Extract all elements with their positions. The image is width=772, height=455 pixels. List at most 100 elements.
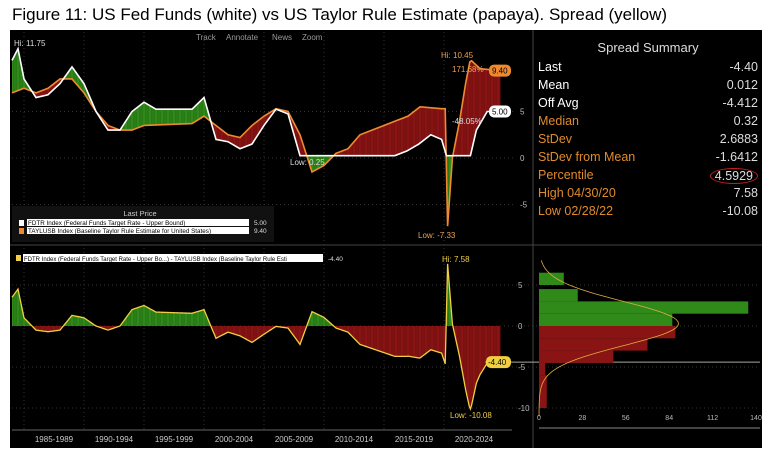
spread-fill: [430, 107, 432, 136]
spread-area: [438, 326, 440, 353]
annotation-low: Low: -10.08: [450, 411, 492, 420]
spread-fill: [489, 69, 491, 112]
summary-label: StDev from Mean: [538, 150, 636, 164]
spread-area: [163, 312, 165, 326]
spread-fill: [140, 104, 142, 127]
spread-fill: [315, 155, 317, 170]
spread-fill: [199, 101, 201, 120]
spread-fill: [364, 132, 366, 156]
spread-area: [204, 309, 206, 326]
spread-area: [200, 310, 202, 326]
spread-area: [362, 326, 364, 346]
spread-area: [385, 326, 387, 354]
spread-fill: [388, 123, 390, 156]
legend-entry: TAYLUSB Index (Baseline Taylor Rule Esti…: [28, 228, 211, 235]
summary-value: -4.40: [729, 60, 759, 74]
spread-area: [223, 326, 225, 335]
spread-fill: [36, 92, 38, 98]
spread-fill: [469, 61, 471, 156]
spread-fill: [194, 105, 196, 123]
spread-fill: [40, 90, 42, 97]
spread-area: [58, 326, 60, 331]
spread-fill: [165, 109, 167, 125]
spread-area: [498, 326, 500, 363]
summary-row: StDev from Mean -1.6412: [538, 150, 758, 164]
spread-area: [294, 326, 296, 338]
x-tick-label: 1985-1989: [35, 435, 74, 444]
spread-area: [436, 326, 438, 352]
spread-fill: [368, 131, 370, 156]
spread-area: [404, 326, 406, 357]
spread-fill: [74, 70, 76, 84]
spread-fill: [398, 119, 400, 155]
spread-fill: [42, 90, 44, 97]
spread-area: [363, 326, 365, 347]
spread-area: [162, 312, 164, 326]
spread-area: [127, 314, 129, 326]
spread-fill: [421, 106, 423, 143]
spread-area: [249, 326, 251, 342]
spread-area: [464, 326, 466, 390]
spread-fill: [168, 109, 170, 125]
series-line: [11, 46, 500, 157]
spread-area: [468, 326, 470, 406]
spread-fill: [372, 129, 374, 156]
spread-fill: [243, 132, 245, 148]
summary-label: Off Avg: [538, 96, 579, 110]
spread-area: [392, 326, 394, 356]
spread-area: [198, 311, 200, 326]
spread-fill: [187, 109, 189, 124]
summary-row: Median 0.32: [538, 114, 758, 128]
spread-fill: [129, 113, 131, 131]
spread-area: [492, 326, 494, 363]
histogram-bar: [539, 350, 614, 363]
spread-fill: [494, 70, 496, 112]
spread-area: [133, 308, 135, 326]
spread-fill: [189, 109, 191, 124]
summary-row: StDev 2.6883: [538, 132, 758, 146]
spread-fill: [495, 70, 497, 112]
spread-area: [493, 326, 495, 363]
spread-area: [153, 310, 155, 326]
change-label: -48.05%: [452, 117, 482, 126]
last-value-badge: [489, 105, 511, 118]
spread-area: [194, 312, 196, 326]
spread-fill: [180, 109, 182, 125]
spread-area: [402, 326, 404, 357]
spread-area: [140, 306, 142, 326]
spread-fill: [370, 130, 372, 156]
spread-fill: [367, 131, 369, 156]
spread-fill: [462, 98, 464, 156]
spread-fill: [141, 103, 143, 127]
spread-area: [74, 315, 76, 326]
spread-fill: [195, 104, 197, 122]
spread-fill: [186, 109, 188, 124]
spread-area: [300, 326, 302, 345]
spread-area: [52, 326, 54, 332]
spread-area: [234, 326, 236, 335]
spread-area: [136, 307, 138, 326]
spread-area: [78, 316, 80, 326]
spread-area: [426, 326, 428, 354]
spread-fill: [242, 133, 244, 148]
spread-fill: [181, 109, 183, 125]
spread-fill: [433, 107, 435, 137]
spread-fill: [229, 135, 231, 144]
annotation-low: Low: 0.25: [290, 158, 325, 167]
spread-fill: [224, 131, 226, 142]
spread-fill: [18, 48, 20, 91]
spread-area: [411, 326, 413, 357]
annotation-high: Hi: 10.45: [441, 51, 474, 60]
spread-area: [46, 326, 48, 332]
spread-fill: [46, 88, 48, 96]
spread-area: [499, 326, 501, 363]
histogram-tick-label: 28: [579, 415, 587, 422]
spread-fill: [200, 99, 202, 119]
spread-fill: [350, 144, 352, 156]
spread-area: [375, 326, 377, 351]
spread-area: [87, 320, 89, 326]
spread-fill: [220, 129, 222, 141]
spread-fill: [459, 113, 461, 156]
spread-fill: [216, 125, 218, 140]
last-value-badge: [489, 64, 511, 77]
